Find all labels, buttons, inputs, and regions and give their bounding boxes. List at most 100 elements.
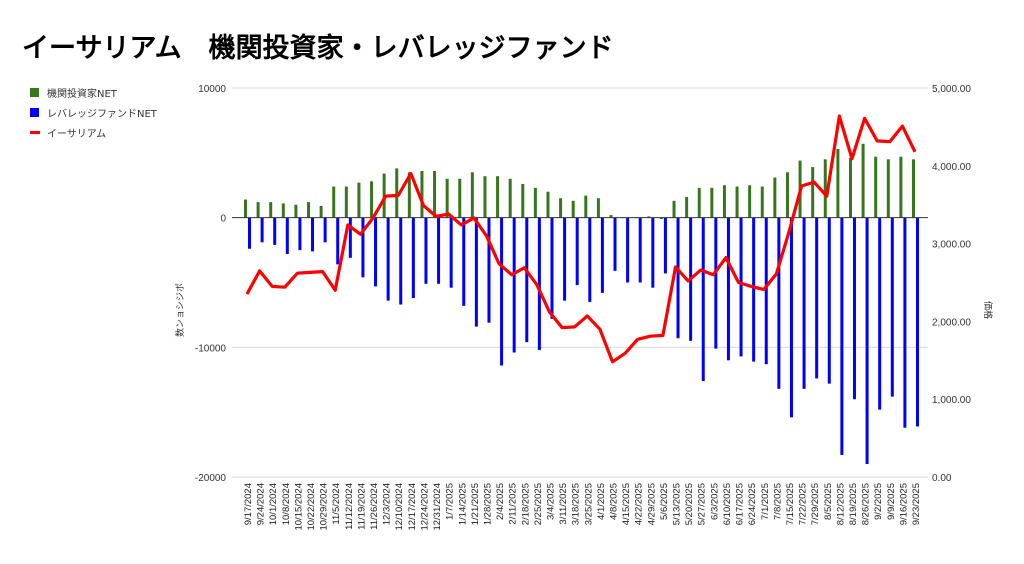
y-tick-left: -10000 — [195, 343, 227, 354]
bar-leveraged — [563, 217, 567, 301]
x-tick-label: 8/26/2025 — [861, 483, 872, 525]
x-tick-label: 12/3/2024 — [382, 483, 393, 525]
bar-leveraged — [815, 217, 819, 379]
x-tick-label: 10/29/2024 — [319, 483, 330, 531]
bar-leveraged — [500, 217, 504, 366]
bar-institutional — [874, 156, 878, 218]
legend-label: レバレッジファンドNET — [47, 108, 157, 120]
legend-item-leveraged: レバレッジファンドNET — [30, 102, 157, 122]
y-tick-left: -20000 — [195, 473, 227, 484]
bar-leveraged — [323, 217, 327, 243]
x-tick-label: 12/10/2024 — [394, 483, 405, 531]
x-tick-label: 7/29/2025 — [810, 483, 821, 525]
bar-leveraged — [777, 217, 781, 389]
bar-leveraged — [600, 217, 604, 293]
y-tick-left: 10000 — [198, 84, 226, 95]
y-tick-right: 2,000.00 — [932, 317, 971, 328]
bar-institutional — [458, 178, 462, 218]
bar-institutional — [596, 198, 600, 218]
bar-leveraged — [626, 217, 630, 283]
x-tick-label: 9/17/2024 — [243, 483, 254, 525]
x-tick-label: 3/4/2025 — [545, 483, 556, 520]
x-tick-label: 6/17/2025 — [735, 483, 746, 525]
bar-institutional — [659, 217, 663, 219]
x-tick-label: 7/1/2025 — [760, 483, 771, 520]
bar-leveraged — [311, 217, 315, 252]
bar-leveraged — [739, 217, 743, 357]
bar-institutional — [861, 143, 865, 218]
bar-leveraged — [865, 217, 869, 465]
bar-institutional — [735, 186, 739, 218]
x-tick-label: 11/26/2024 — [369, 483, 380, 530]
legend-swatch-eth — [30, 130, 40, 134]
x-tick-label: 3/11/2025 — [558, 483, 569, 525]
bar-leveraged — [374, 217, 378, 287]
x-tick-label: 2/4/2025 — [495, 483, 506, 520]
y-tick-right: 4,000.00 — [932, 162, 971, 173]
bar-leveraged — [411, 217, 415, 299]
x-tick-label: 10/1/2024 — [268, 483, 279, 525]
legend-item-institutional: 機関投資家NET — [30, 82, 157, 102]
x-tick-label: 6/3/2025 — [709, 483, 720, 520]
bar-leveraged — [827, 217, 831, 384]
bar-institutional — [823, 159, 827, 218]
x-tick-label: 10/8/2024 — [281, 483, 292, 525]
bar-institutional — [647, 216, 651, 218]
bar-institutional — [332, 186, 336, 218]
y-tick-right: 1,000.00 — [932, 395, 971, 406]
bar-leveraged — [789, 217, 793, 418]
x-tick-label: 5/6/2025 — [659, 483, 670, 520]
bar-institutional — [244, 199, 247, 218]
bar-institutional — [848, 158, 852, 218]
bar-institutional — [269, 202, 273, 218]
bar-leveraged — [424, 217, 428, 284]
x-tick-label: 9/2/2025 — [873, 483, 884, 520]
bar-leveraged — [399, 217, 403, 305]
legend-swatch-institutional — [30, 87, 39, 97]
bar-leveraged — [613, 217, 617, 271]
bar-leveraged — [537, 217, 541, 350]
y-axis-left-title: 数ンョシジポ — [174, 283, 185, 337]
legend-item-eth: イーサリアム — [30, 122, 157, 142]
x-tick-label: 8/5/2025 — [823, 483, 834, 520]
x-tick-label: 4/15/2025 — [621, 483, 632, 525]
x-tick-label: 10/15/2024 — [293, 483, 304, 531]
x-tick-label: 11/5/2024 — [331, 483, 342, 525]
bar-institutional — [672, 200, 676, 218]
bar-institutional — [307, 202, 311, 218]
bar-leveraged — [916, 217, 919, 427]
x-tick-label: 1/7/2025 — [445, 483, 456, 520]
x-tick-label: 9/9/2025 — [886, 483, 897, 520]
bar-institutional — [256, 202, 260, 218]
bar-leveraged — [575, 217, 579, 286]
bar-institutional — [470, 172, 474, 218]
bar-leveraged — [285, 217, 289, 254]
bar-leveraged — [248, 217, 251, 249]
x-tick-label: 2/25/2025 — [533, 483, 544, 525]
x-tick-label: 6/24/2025 — [747, 483, 758, 525]
bar-leveraged — [840, 217, 844, 455]
bar-institutional — [886, 159, 890, 218]
bar-leveraged — [512, 217, 516, 353]
bar-institutional — [357, 182, 361, 218]
x-tick-label: 12/17/2024 — [407, 483, 418, 531]
x-tick-label: 1/14/2025 — [457, 483, 468, 525]
bar-institutional — [584, 195, 588, 218]
bar-institutional — [521, 183, 525, 218]
legend-label: イーサリアム — [47, 128, 107, 140]
bar-institutional — [685, 196, 689, 218]
bar-leveraged — [752, 217, 756, 362]
bar-institutional — [559, 198, 563, 218]
bar-institutional — [571, 200, 575, 218]
bar-institutional — [420, 170, 424, 218]
y-tick-right: 3,000.00 — [932, 240, 971, 251]
bar-leveraged — [487, 217, 491, 323]
bar-leveraged — [701, 217, 705, 382]
bar-leveraged — [361, 217, 365, 278]
bar-institutional — [899, 156, 903, 218]
bar-leveraged — [550, 217, 554, 319]
x-tick-label: 1/28/2025 — [482, 483, 493, 525]
bar-leveraged — [663, 217, 667, 274]
bar-institutional — [395, 168, 399, 218]
